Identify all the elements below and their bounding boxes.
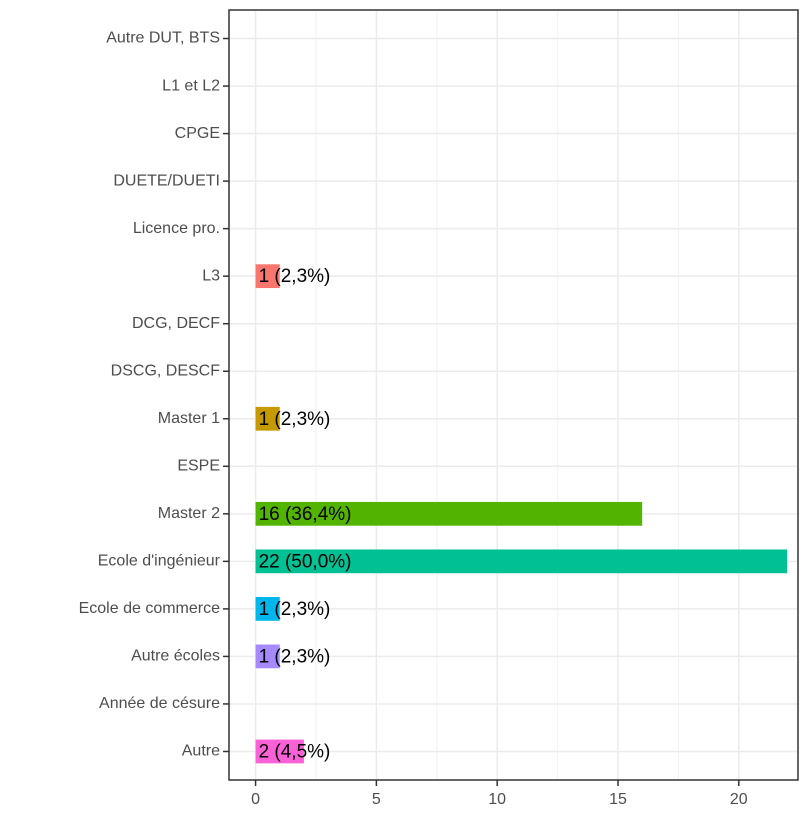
x-tick-label: 0 [251,791,260,808]
bar [255,739,304,764]
y-tick-label: Master 2 [158,505,220,522]
value-label: 16 (36,4%) [259,504,352,525]
y-tick-label: Autre [182,743,220,760]
y-tick-label: CPGE [175,125,220,142]
value-label: 1 (2,3%) [259,409,331,430]
bar [255,264,280,289]
x-tick-label: 10 [488,791,506,808]
x-tick-label: 5 [372,791,381,808]
panel-background [229,10,798,780]
panel-border [228,9,799,781]
y-tick-label: Ecole d'ingénieur [98,553,221,570]
x-tick-label: 20 [730,791,748,808]
y-tick-label: Master 1 [158,410,220,427]
y-tick-label: Autre écoles [131,648,220,665]
bar [255,549,788,574]
y-tick-label: Ecole de commerce [79,600,220,617]
y-tick-label: Autre DUT, BTS [106,30,220,47]
bar [255,406,280,431]
y-tick-label: DCG, DECF [132,315,220,332]
y-tick-label: L1 et L2 [162,77,220,94]
value-label: 2 (4,5%) [259,741,331,762]
y-tick-label: DUETE/DUETI [113,172,220,189]
bar [255,597,280,621]
bar [255,501,643,526]
y-tick-label: Année de césure [99,695,220,712]
x-tick-label: 15 [609,791,627,808]
value-label: 22 (50,0%) [259,551,352,572]
y-tick-label: Licence pro. [133,220,220,237]
value-label: 1 (2,3%) [259,266,331,287]
y-tick-label: DSCG, DESCF [111,362,221,379]
bar [255,644,280,669]
y-tick-label: L3 [202,267,220,284]
y-tick-label: ESPE [177,458,220,475]
value-label: 1 (2,3%) [259,599,331,620]
value-label: 1 (2,3%) [259,646,331,667]
